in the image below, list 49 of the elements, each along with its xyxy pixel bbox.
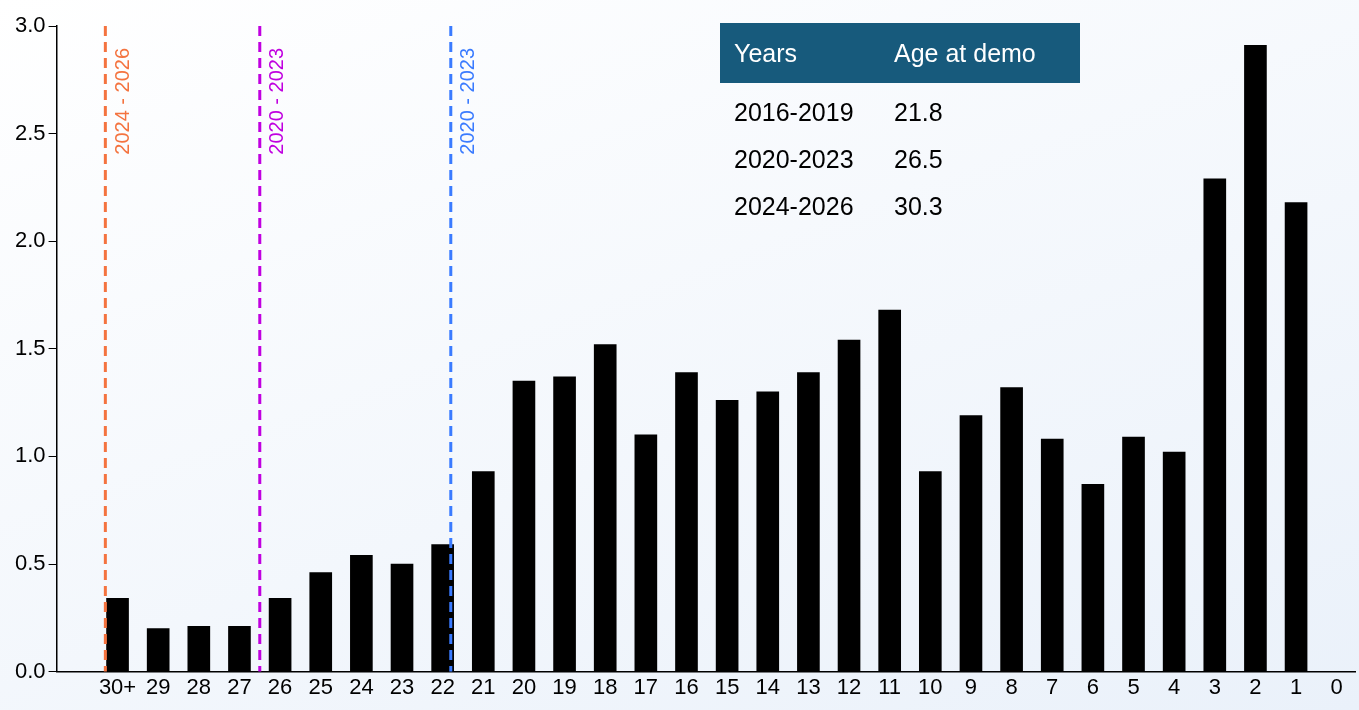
x-tick-label: 0: [1330, 673, 1343, 699]
x-tick-label: 5: [1127, 673, 1140, 699]
annotation: Age at demo: [894, 38, 1036, 68]
x-tick-label: 27: [227, 673, 252, 699]
x-tick-label: 7: [1046, 673, 1059, 699]
x-tick-label: 17: [633, 673, 659, 699]
annotation: 26.5: [894, 145, 943, 174]
x-tick-label: 28: [186, 673, 212, 699]
x-tick-label: 11: [878, 673, 902, 699]
x-tick-label: 16: [674, 673, 699, 699]
annotation: 2024-2026: [734, 192, 855, 221]
annotation: 21.8: [894, 98, 943, 127]
x-tick-label: 20: [511, 673, 537, 699]
annotation: 2020-2023: [734, 145, 855, 174]
x-tick-label: 4: [1168, 673, 1181, 699]
x-tick-label: 13: [796, 673, 821, 699]
x-tick-label: 19: [552, 673, 577, 699]
x-tick-label: 22: [430, 673, 455, 699]
x-tick-label: 14: [755, 673, 781, 699]
x-tick-label: 21: [471, 673, 496, 699]
x-tick-label: 24: [349, 673, 374, 699]
x-tick-label: 30+: [98, 673, 137, 699]
y-tick-label: 3.0: [14, 12, 46, 38]
y-tick-label: 0.0: [14, 657, 46, 683]
y-tick-label: 0.5: [14, 550, 46, 576]
annotation: Years: [734, 38, 798, 68]
x-tick-label: 23: [389, 673, 415, 699]
x-tick-label: 2: [1249, 673, 1262, 699]
x-tick-label: 18: [592, 673, 618, 699]
x-tick-label: 1: [1289, 673, 1303, 699]
annotation: 2024 - 2026: [110, 47, 133, 155]
annotation: 2020 - 2023: [265, 47, 288, 155]
annotation: 30.3: [894, 192, 943, 221]
x-tick-label: 3: [1208, 673, 1221, 699]
x-tick-label: 8: [1005, 673, 1018, 699]
y-tick-label: 1.0: [14, 442, 46, 468]
annotation: 2020 - 2023: [456, 47, 479, 155]
y-tick-label: 1.5: [14, 334, 46, 360]
x-tick-label: 29: [145, 673, 171, 699]
x-tick-label: 25: [308, 673, 333, 699]
x-tick-label: 9: [964, 673, 978, 699]
annotation: 2016-2019: [734, 98, 855, 127]
y-tick-label: 2.5: [14, 119, 46, 145]
x-tick-label: 15: [714, 673, 740, 699]
x-tick-label: 10: [918, 673, 943, 699]
x-tick-label: 26: [267, 673, 293, 699]
y-tick-label: 2.0: [14, 227, 46, 253]
x-tick-label: 6: [1086, 673, 1099, 699]
x-tick-label: 12: [836, 673, 862, 699]
